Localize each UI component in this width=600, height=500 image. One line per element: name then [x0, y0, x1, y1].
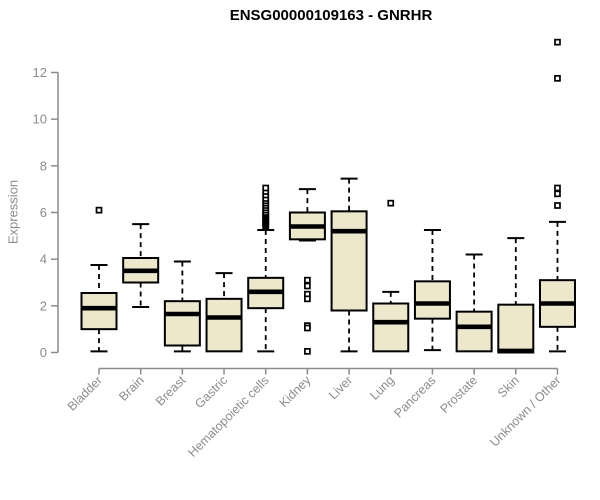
box-kidney: [288, 188, 326, 355]
x-tick-label: Liver: [326, 373, 355, 402]
outlier-point: [554, 190, 561, 198]
outlier-point: [387, 199, 395, 207]
box-liver: [330, 177, 368, 353]
outlier-point: [554, 38, 561, 46]
iqr-box: [372, 302, 410, 353]
box-brain: [122, 223, 160, 308]
outlier-point: [304, 347, 311, 355]
x-tick-label: Lung: [367, 373, 397, 403]
iqr-box: [163, 300, 201, 347]
y-tick-label: 8: [40, 158, 47, 173]
iqr-box: [330, 210, 368, 312]
y-tick-label: 2: [40, 298, 47, 313]
x-tick-label: Hematopoietic cells: [185, 373, 272, 460]
box-gastric: [205, 272, 243, 353]
outlier-point: [554, 184, 561, 192]
outlier-point: [304, 324, 311, 332]
box-lung: [372, 199, 410, 353]
x-tick-label: Kidney: [277, 373, 314, 410]
y-tick-label: 0: [40, 345, 47, 360]
outlier-point: [554, 202, 561, 209]
x-tick-label: Pancreas: [391, 373, 438, 420]
box-pancreas: [413, 229, 451, 352]
outlier-point: [554, 74, 561, 82]
box-bladder: [80, 206, 118, 353]
box-unknown-other: [538, 38, 576, 353]
outlier-point: [304, 295, 311, 303]
box-prostate: [455, 253, 493, 353]
x-tick-label: Prostate: [437, 373, 480, 416]
outlier-point: [304, 282, 311, 290]
x-tick-label: Bladder: [65, 373, 105, 413]
iqr-box: [80, 292, 118, 331]
chart-title: ENSG00000109163 - GNRHR: [229, 7, 433, 24]
box-hematopoietic-cells: [247, 184, 285, 353]
y-tick-label: 12: [33, 65, 47, 80]
iqr-box: [205, 297, 243, 353]
outlier-point: [262, 184, 270, 192]
x-tick-label: Unknown / Other: [487, 373, 563, 449]
iqr-box: [497, 303, 535, 354]
outlier-point: [95, 206, 103, 214]
y-axis: 0 2 4 6 8 10 12: [33, 65, 59, 360]
y-tick-label: 6: [40, 205, 47, 220]
box-breast: [163, 260, 201, 353]
outlier-point: [304, 276, 311, 284]
box-skin: [497, 237, 535, 354]
y-tick-label: 4: [40, 252, 47, 267]
x-tick-label: Brain: [116, 373, 147, 404]
y-tick-label: 10: [33, 112, 47, 127]
iqr-box: [455, 310, 493, 353]
x-tick-label: Breast: [153, 373, 189, 409]
x-tick-label: Skin: [495, 373, 522, 400]
iqr-box: [413, 280, 451, 320]
x-tick-label: Gastric: [192, 373, 230, 411]
